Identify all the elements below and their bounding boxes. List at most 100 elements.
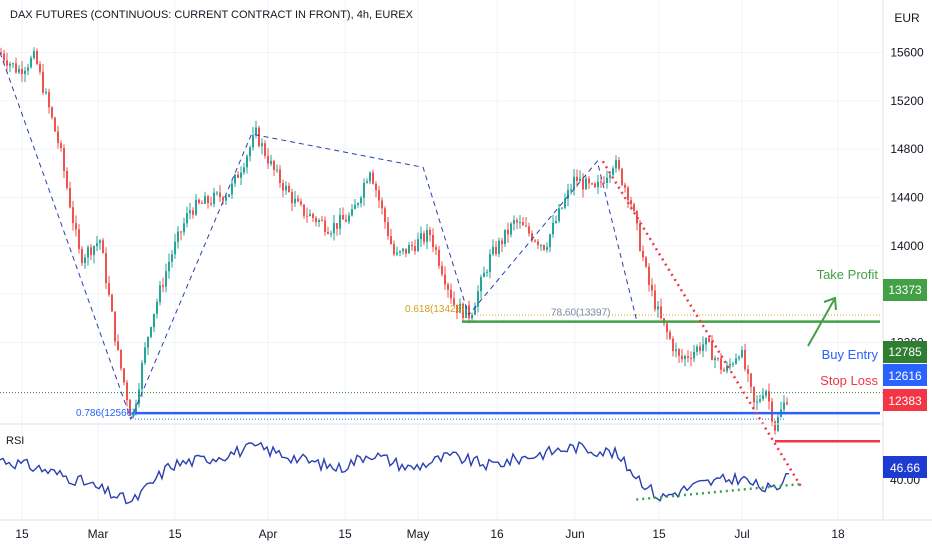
- candle: [186, 206, 188, 228]
- candle: [273, 159, 275, 177]
- candle: [348, 212, 350, 225]
- candle: [402, 248, 404, 255]
- candle: [372, 169, 374, 185]
- candle: [84, 254, 86, 269]
- candle: [303, 204, 305, 219]
- x-tick-label: Apr: [259, 527, 278, 541]
- candle: [507, 222, 509, 243]
- candle: [150, 326, 152, 339]
- candle: [72, 200, 74, 231]
- candle: [222, 195, 224, 205]
- candle: [423, 230, 425, 246]
- target-arrow: [807, 299, 835, 347]
- candle: [75, 215, 77, 237]
- candle: [33, 47, 35, 60]
- candle: [30, 55, 32, 69]
- candle: [216, 191, 218, 196]
- candle: [99, 239, 101, 250]
- svg-text:12785: 12785: [888, 345, 922, 359]
- candle: [324, 216, 326, 236]
- candle: [501, 237, 503, 252]
- candle: [489, 249, 491, 279]
- candle: [21, 61, 23, 83]
- candle: [441, 261, 443, 277]
- candle: [378, 185, 380, 209]
- candle: [240, 166, 242, 186]
- y-tick-label: 15600: [890, 46, 924, 60]
- candle: [60, 140, 62, 152]
- candle: [207, 194, 209, 209]
- candle: [537, 239, 539, 250]
- candle: [618, 156, 620, 172]
- candle: [546, 242, 548, 253]
- candle: [255, 120, 257, 139]
- candle: [195, 194, 197, 217]
- candle: [300, 198, 302, 207]
- candle: [426, 224, 428, 250]
- candle: [552, 214, 554, 238]
- candle: [621, 167, 623, 187]
- candle: [171, 250, 173, 268]
- candle: [654, 284, 656, 312]
- candle: [27, 63, 29, 76]
- fib-label: 0.786(12566): [76, 408, 136, 419]
- candle: [252, 127, 254, 151]
- stop-loss-label: Stop Loss: [820, 373, 878, 388]
- candle: [393, 240, 395, 257]
- downtrend-line: [601, 160, 803, 489]
- candle: [573, 169, 575, 196]
- candle: [693, 344, 695, 363]
- y-tick-label: 14400: [890, 191, 924, 205]
- candle: [615, 155, 617, 173]
- candle: [756, 395, 758, 411]
- fib-label: 78.60(13397): [551, 308, 611, 319]
- candle: [210, 196, 212, 207]
- candle: [633, 202, 635, 213]
- target-arrow-head: [823, 296, 837, 311]
- candle: [111, 293, 113, 312]
- take-profit-tag: 13373: [883, 279, 927, 301]
- candle: [366, 178, 368, 184]
- candle: [66, 167, 68, 191]
- candle: [447, 282, 449, 298]
- candle: [162, 277, 164, 293]
- candle: [729, 358, 731, 371]
- candle: [249, 145, 251, 162]
- candle: [480, 274, 482, 299]
- candle: [108, 275, 110, 297]
- candle: [270, 154, 272, 167]
- candle: [735, 353, 737, 365]
- candle: [15, 57, 17, 74]
- candle: [54, 116, 56, 132]
- candle: [228, 194, 230, 198]
- candle: [645, 256, 647, 269]
- x-tick-label: May: [407, 527, 430, 541]
- candle: [405, 248, 407, 258]
- time-axis[interactable]: 15 Mar 15 Apr 15 May 16 Jun 15 Jul 18: [15, 527, 845, 541]
- candle: [360, 195, 362, 208]
- candle: [438, 246, 440, 269]
- candle: [525, 217, 527, 228]
- candle: [267, 148, 269, 170]
- candle: [204, 191, 206, 205]
- candle: [588, 176, 590, 189]
- candle: [585, 176, 587, 190]
- candle: [279, 164, 281, 188]
- candle: [120, 349, 122, 371]
- candle: [564, 193, 566, 210]
- candle: [783, 395, 785, 415]
- rsi-series: [0, 441, 802, 505]
- stop-loss-tag: 12383: [883, 389, 927, 411]
- candle: [132, 411, 134, 419]
- candle: [6, 52, 8, 71]
- candle: [3, 49, 5, 65]
- candle: [669, 329, 671, 340]
- candle: [765, 389, 767, 399]
- candle: [246, 154, 248, 174]
- svg-text:12383: 12383: [888, 394, 922, 408]
- candle: [513, 215, 515, 231]
- candle: [354, 198, 356, 210]
- candle: [192, 207, 194, 219]
- candle: [276, 164, 278, 173]
